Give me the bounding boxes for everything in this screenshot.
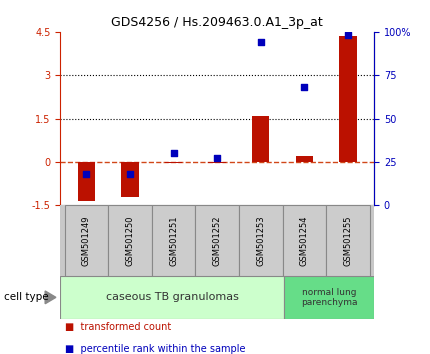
Text: caseous TB granulomas: caseous TB granulomas: [106, 292, 239, 302]
Text: ■  transformed count: ■ transformed count: [64, 322, 171, 332]
Text: GSM501250: GSM501250: [126, 216, 135, 266]
Title: GDS4256 / Hs.209463.0.A1_3p_at: GDS4256 / Hs.209463.0.A1_3p_at: [111, 16, 323, 29]
Bar: [326, 205, 370, 276]
Text: GSM501255: GSM501255: [344, 216, 353, 266]
Text: GSM501252: GSM501252: [213, 216, 221, 266]
Bar: [239, 205, 283, 276]
Bar: [78, 162, 95, 201]
Point: [214, 156, 221, 161]
Text: GSM501249: GSM501249: [82, 216, 91, 266]
Point: [126, 171, 133, 177]
Bar: [339, 36, 356, 162]
Bar: [60, 276, 284, 319]
Bar: [121, 162, 138, 197]
Text: cell type: cell type: [4, 292, 49, 302]
Bar: [296, 156, 313, 162]
Point: [344, 33, 351, 38]
Point: [301, 85, 308, 90]
Bar: [252, 116, 270, 162]
Bar: [195, 205, 239, 276]
Bar: [284, 276, 374, 319]
Text: normal lung
parenchyma: normal lung parenchyma: [301, 288, 357, 307]
Point: [83, 171, 90, 177]
Bar: [64, 205, 108, 276]
Text: GSM501251: GSM501251: [169, 216, 178, 266]
Bar: [152, 205, 195, 276]
Text: GSM501253: GSM501253: [256, 215, 265, 266]
Text: GSM501254: GSM501254: [300, 216, 309, 266]
Text: ■  percentile rank within the sample: ■ percentile rank within the sample: [64, 344, 245, 354]
Bar: [165, 162, 182, 164]
Point: [257, 39, 264, 45]
Polygon shape: [45, 291, 56, 304]
Bar: [209, 162, 226, 164]
Bar: [283, 205, 326, 276]
Point: [170, 150, 177, 156]
Bar: [108, 205, 152, 276]
